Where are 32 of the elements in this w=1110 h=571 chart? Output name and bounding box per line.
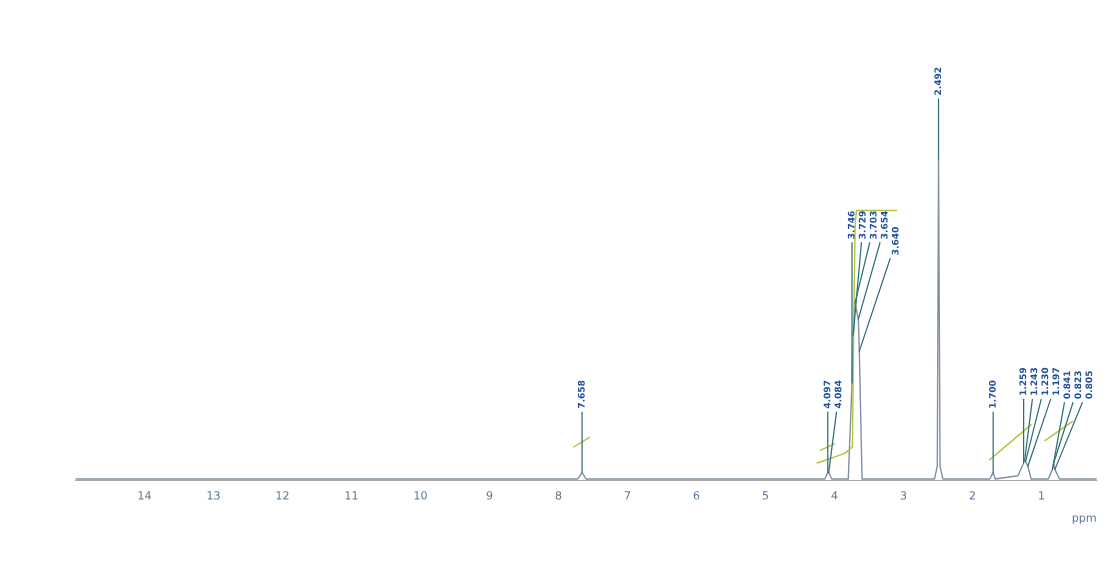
x-tick-label: 1 <box>1039 491 1044 500</box>
x-tick-label: 9 <box>486 491 493 500</box>
x-axis-title: ppm <box>1072 515 1096 524</box>
annotation: 3.746 <box>847 211 855 239</box>
x-tick-label: 2 <box>969 491 975 500</box>
x-tick-label: 14 <box>138 491 151 500</box>
annotation: 3.729 <box>858 211 866 239</box>
x-tick-label: 6 <box>693 491 700 500</box>
annotation: 3.654 <box>880 211 888 239</box>
annotation: 1.243 <box>1030 368 1038 395</box>
annotation: 1.259 <box>1019 367 1027 395</box>
annotation: 3.640 <box>891 227 899 255</box>
x-tick-label: 10 <box>414 491 427 500</box>
annotation: 0.823 <box>1074 371 1082 399</box>
x-tick-label: 12 <box>276 491 289 500</box>
annotation: 1.197 <box>1052 368 1060 395</box>
x-tick-label: 3 <box>900 491 907 500</box>
annotation: 0.805 <box>1085 371 1093 399</box>
x-tick-label: 7 <box>624 491 631 500</box>
x-tick-label: 8 <box>555 491 562 500</box>
x-tick-label: 11 <box>345 491 358 500</box>
annotation: 4.097 <box>823 380 831 409</box>
annotation: 7.658 <box>577 380 585 409</box>
annotation: 0.841 <box>1063 371 1071 399</box>
annotation: 3.703 <box>869 211 877 239</box>
x-tick-label: 5 <box>762 491 769 500</box>
x-tick-label: 4 <box>831 491 838 500</box>
annotation: 4.084 <box>834 380 842 409</box>
annotation: 2.492 <box>934 67 942 95</box>
annotation: 1.700 <box>988 380 996 408</box>
x-tick-label: 13 <box>207 491 220 500</box>
annotation: 1.230 <box>1041 367 1049 395</box>
